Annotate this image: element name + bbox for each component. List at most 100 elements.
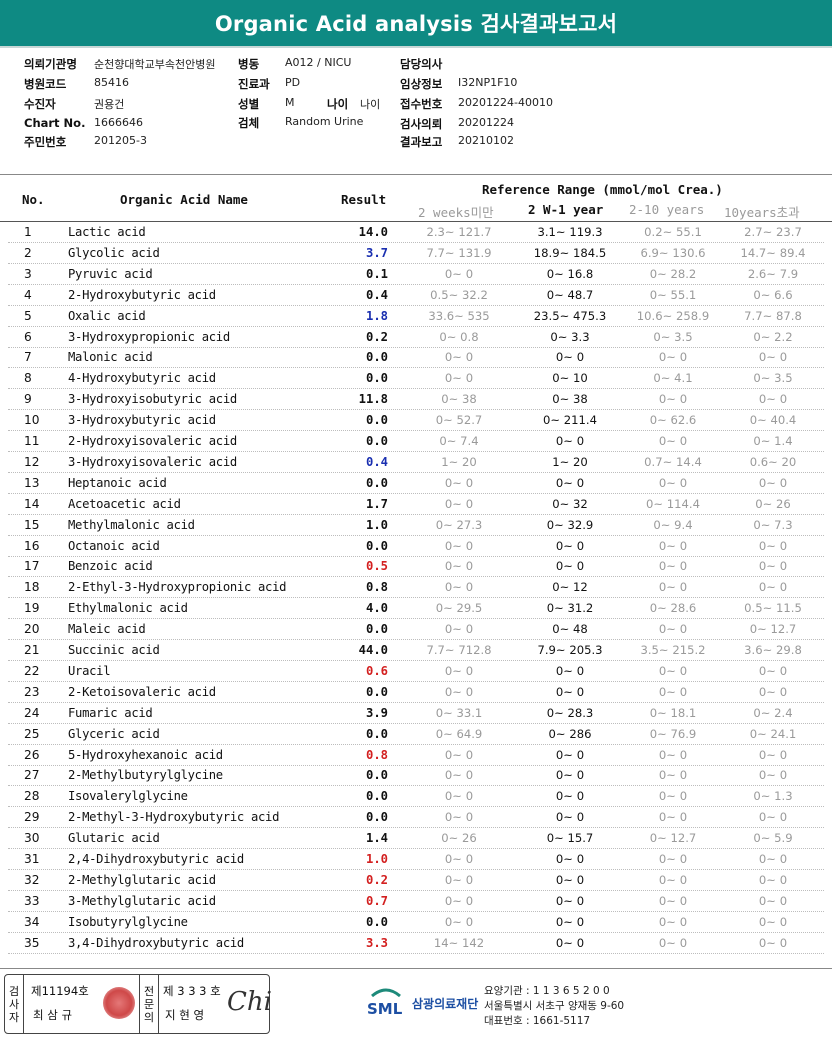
table-row: 29 2-Methyl-3-Hydroxybutyric acid 0.0 0~ 0 0… <box>0 807 832 829</box>
ref-range-10y-plus: 0~ 0 <box>758 663 788 678</box>
sml-logo-icon: SML <box>366 986 406 1020</box>
table-header: No. Organic Acid Name Result Reference R… <box>0 180 832 220</box>
specialist-number: 제 3 3 3 호 <box>163 984 221 998</box>
ref-range-2w-1y: 0~ 0 <box>555 538 585 553</box>
ref-range-2weeks: 0~ 33.1 <box>435 705 483 720</box>
result-value: 0.0 <box>365 538 388 553</box>
result-value: 0.0 <box>365 726 388 741</box>
acid-name: Heptanoic acid <box>68 475 167 490</box>
acid-name: Maleic acid <box>68 622 146 637</box>
ref-range-10y-plus: 0~ 0 <box>758 538 788 553</box>
table-row: 18 2-Ethyl-3-Hydroxypropionic acid 0.8 0~ 0… <box>0 577 832 599</box>
age-label: 나이 <box>327 97 349 111</box>
ref-range-2w-1y: 0~ 31.2 <box>546 601 594 616</box>
result-value: 0.0 <box>365 789 388 804</box>
acid-name: 3-Hydroxybutyric acid <box>68 413 216 428</box>
table-row: 21 Succinic acid 44.0 7.7~ 712.8 7.9~ 205.3 3… <box>0 640 832 661</box>
ref-range-10y-plus: 0~ 1.4 <box>753 434 793 448</box>
row-number: 9 <box>24 392 32 407</box>
result-value: 0.6 <box>365 663 388 678</box>
acid-name: 2-Hydroxybutyric acid <box>68 287 216 302</box>
table-row: 4 2-Hydroxybutyric acid 0.4 0.5~ 32.2 0~ 48.… <box>0 285 832 306</box>
table-row: 24 Fumaric acid 3.9 0~ 33.1 0~ 28.3 0~ 18.1 0~… <box>0 703 832 724</box>
row-number: 8 <box>24 371 32 386</box>
row-number: 3 <box>24 266 32 281</box>
result-value: 3.9 <box>365 705 388 720</box>
row-divider <box>8 492 824 494</box>
ref-range-10y-plus: 0~ 0 <box>758 914 788 929</box>
table-row: 23 2-Ketoisovaleric acid 0.0 0~ 0 0~ 0 0~ 0 0~… <box>0 682 832 703</box>
acid-name: Acetoacetic acid <box>68 496 181 511</box>
ref-range-2-10y: 0~ 76.9 <box>649 726 697 741</box>
acid-name: 3,4-Dihydroxybutyric acid <box>68 935 244 950</box>
result-value: 0.0 <box>365 914 388 929</box>
row-number: 6 <box>24 329 32 344</box>
row-number: 7 <box>24 350 32 365</box>
ref-range-2weeks: 0~ 0 <box>444 663 474 678</box>
ref-range-2weeks: 0~ 27.3 <box>435 517 483 532</box>
row-divider <box>8 931 824 933</box>
row-divider <box>8 952 824 954</box>
row-divider <box>8 639 824 641</box>
acid-name: 2-Ketoisovaleric acid <box>68 684 216 699</box>
acid-name: 3-Methylglutaric acid <box>68 893 216 908</box>
acid-name: 2-Hydroxyisovaleric acid <box>68 434 237 448</box>
table-row: 33 3-Methylglutaric acid 0.7 0~ 0 0~ 0 0~ 0 0~… <box>0 891 832 912</box>
tester-number: 제11194호 <box>31 984 89 998</box>
info-divider <box>0 174 832 175</box>
ref-range-2-10y: 0~ 3.5 <box>653 329 693 344</box>
ref-col-3: 2-10 years <box>629 202 705 217</box>
row-divider <box>8 388 824 390</box>
result-value: 0.4 <box>365 454 388 469</box>
doctor-label: 담당의사 <box>400 57 443 71</box>
id-value: 201205-3 <box>94 134 147 147</box>
ward-value: A012 / NICU <box>285 56 352 69</box>
table-row: 35 3,4-Dihydroxybutyric acid 3.3 14~ 142 0~ … <box>0 933 832 954</box>
age-value: 나이 <box>360 98 381 111</box>
ward-label: 병동 <box>238 57 260 71</box>
ref-range-2-10y: 0~ 0 <box>658 852 688 866</box>
ref-range-10y-plus: 0~ 0 <box>758 935 788 950</box>
ref-range-10y-plus: 0~ 2.4 <box>753 705 793 720</box>
row-divider <box>8 471 824 473</box>
ref-range-2-10y: 0~ 12.7 <box>649 831 697 846</box>
acid-name: 2-Ethyl-3-Hydroxypropionic acid <box>68 580 287 595</box>
row-divider <box>8 430 824 432</box>
ref-range-2weeks: 0~ 0 <box>444 371 474 386</box>
ref-range-10y-plus: 0~ 0 <box>758 810 788 825</box>
result-value: 0.2 <box>365 329 388 344</box>
ref-range-2-10y: 0~ 9.4 <box>653 517 693 532</box>
ref-range-2w-1y: 0~ 286 <box>548 726 592 741</box>
ref-range-2w-1y: 0~ 48.7 <box>546 287 594 302</box>
report-date-value: 20210102 <box>458 134 514 147</box>
ref-range-10y-plus: 0~ 5.9 <box>753 831 793 846</box>
acid-name: 3-Hydroxyisovaleric acid <box>68 454 237 469</box>
ref-range-10y-plus: 0~ 0 <box>758 559 788 574</box>
row-divider <box>8 576 824 578</box>
acid-name: Glycolic acid <box>68 245 160 260</box>
row-number: 14 <box>24 496 40 511</box>
row-number: 30 <box>24 831 40 846</box>
result-value: 0.0 <box>365 350 388 365</box>
ref-range-2w-1y: 0~ 0 <box>555 893 585 908</box>
row-divider <box>8 367 824 369</box>
result-value: 0.7 <box>365 893 388 908</box>
ref-range-2w-1y: 0~ 12 <box>552 580 588 595</box>
row-number: 31 <box>24 852 40 866</box>
row-number: 27 <box>24 768 40 783</box>
row-divider <box>8 722 824 724</box>
row-divider <box>8 346 824 348</box>
row-number: 12 <box>24 454 40 469</box>
code-label: 병원코드 <box>24 77 67 91</box>
ref-range-2w-1y: 0~ 0 <box>555 935 585 950</box>
result-value: 0.0 <box>365 684 388 699</box>
row-divider <box>8 304 824 306</box>
brand-mark: SML <box>367 1000 403 1018</box>
row-divider <box>8 597 824 599</box>
org-line-1: 요양기관 : 1 1 3 6 5 2 0 0 <box>484 985 610 997</box>
table-row: 15 Methylmalonic acid 1.0 0~ 27.3 0~ 32.9 0~ … <box>0 515 832 536</box>
result-value: 0.8 <box>365 747 388 762</box>
code-value: 85416 <box>94 76 129 89</box>
ref-range-2w-1y: 0~ 0 <box>555 747 585 762</box>
ref-range-2weeks: 7.7~ 712.8 <box>426 643 492 657</box>
